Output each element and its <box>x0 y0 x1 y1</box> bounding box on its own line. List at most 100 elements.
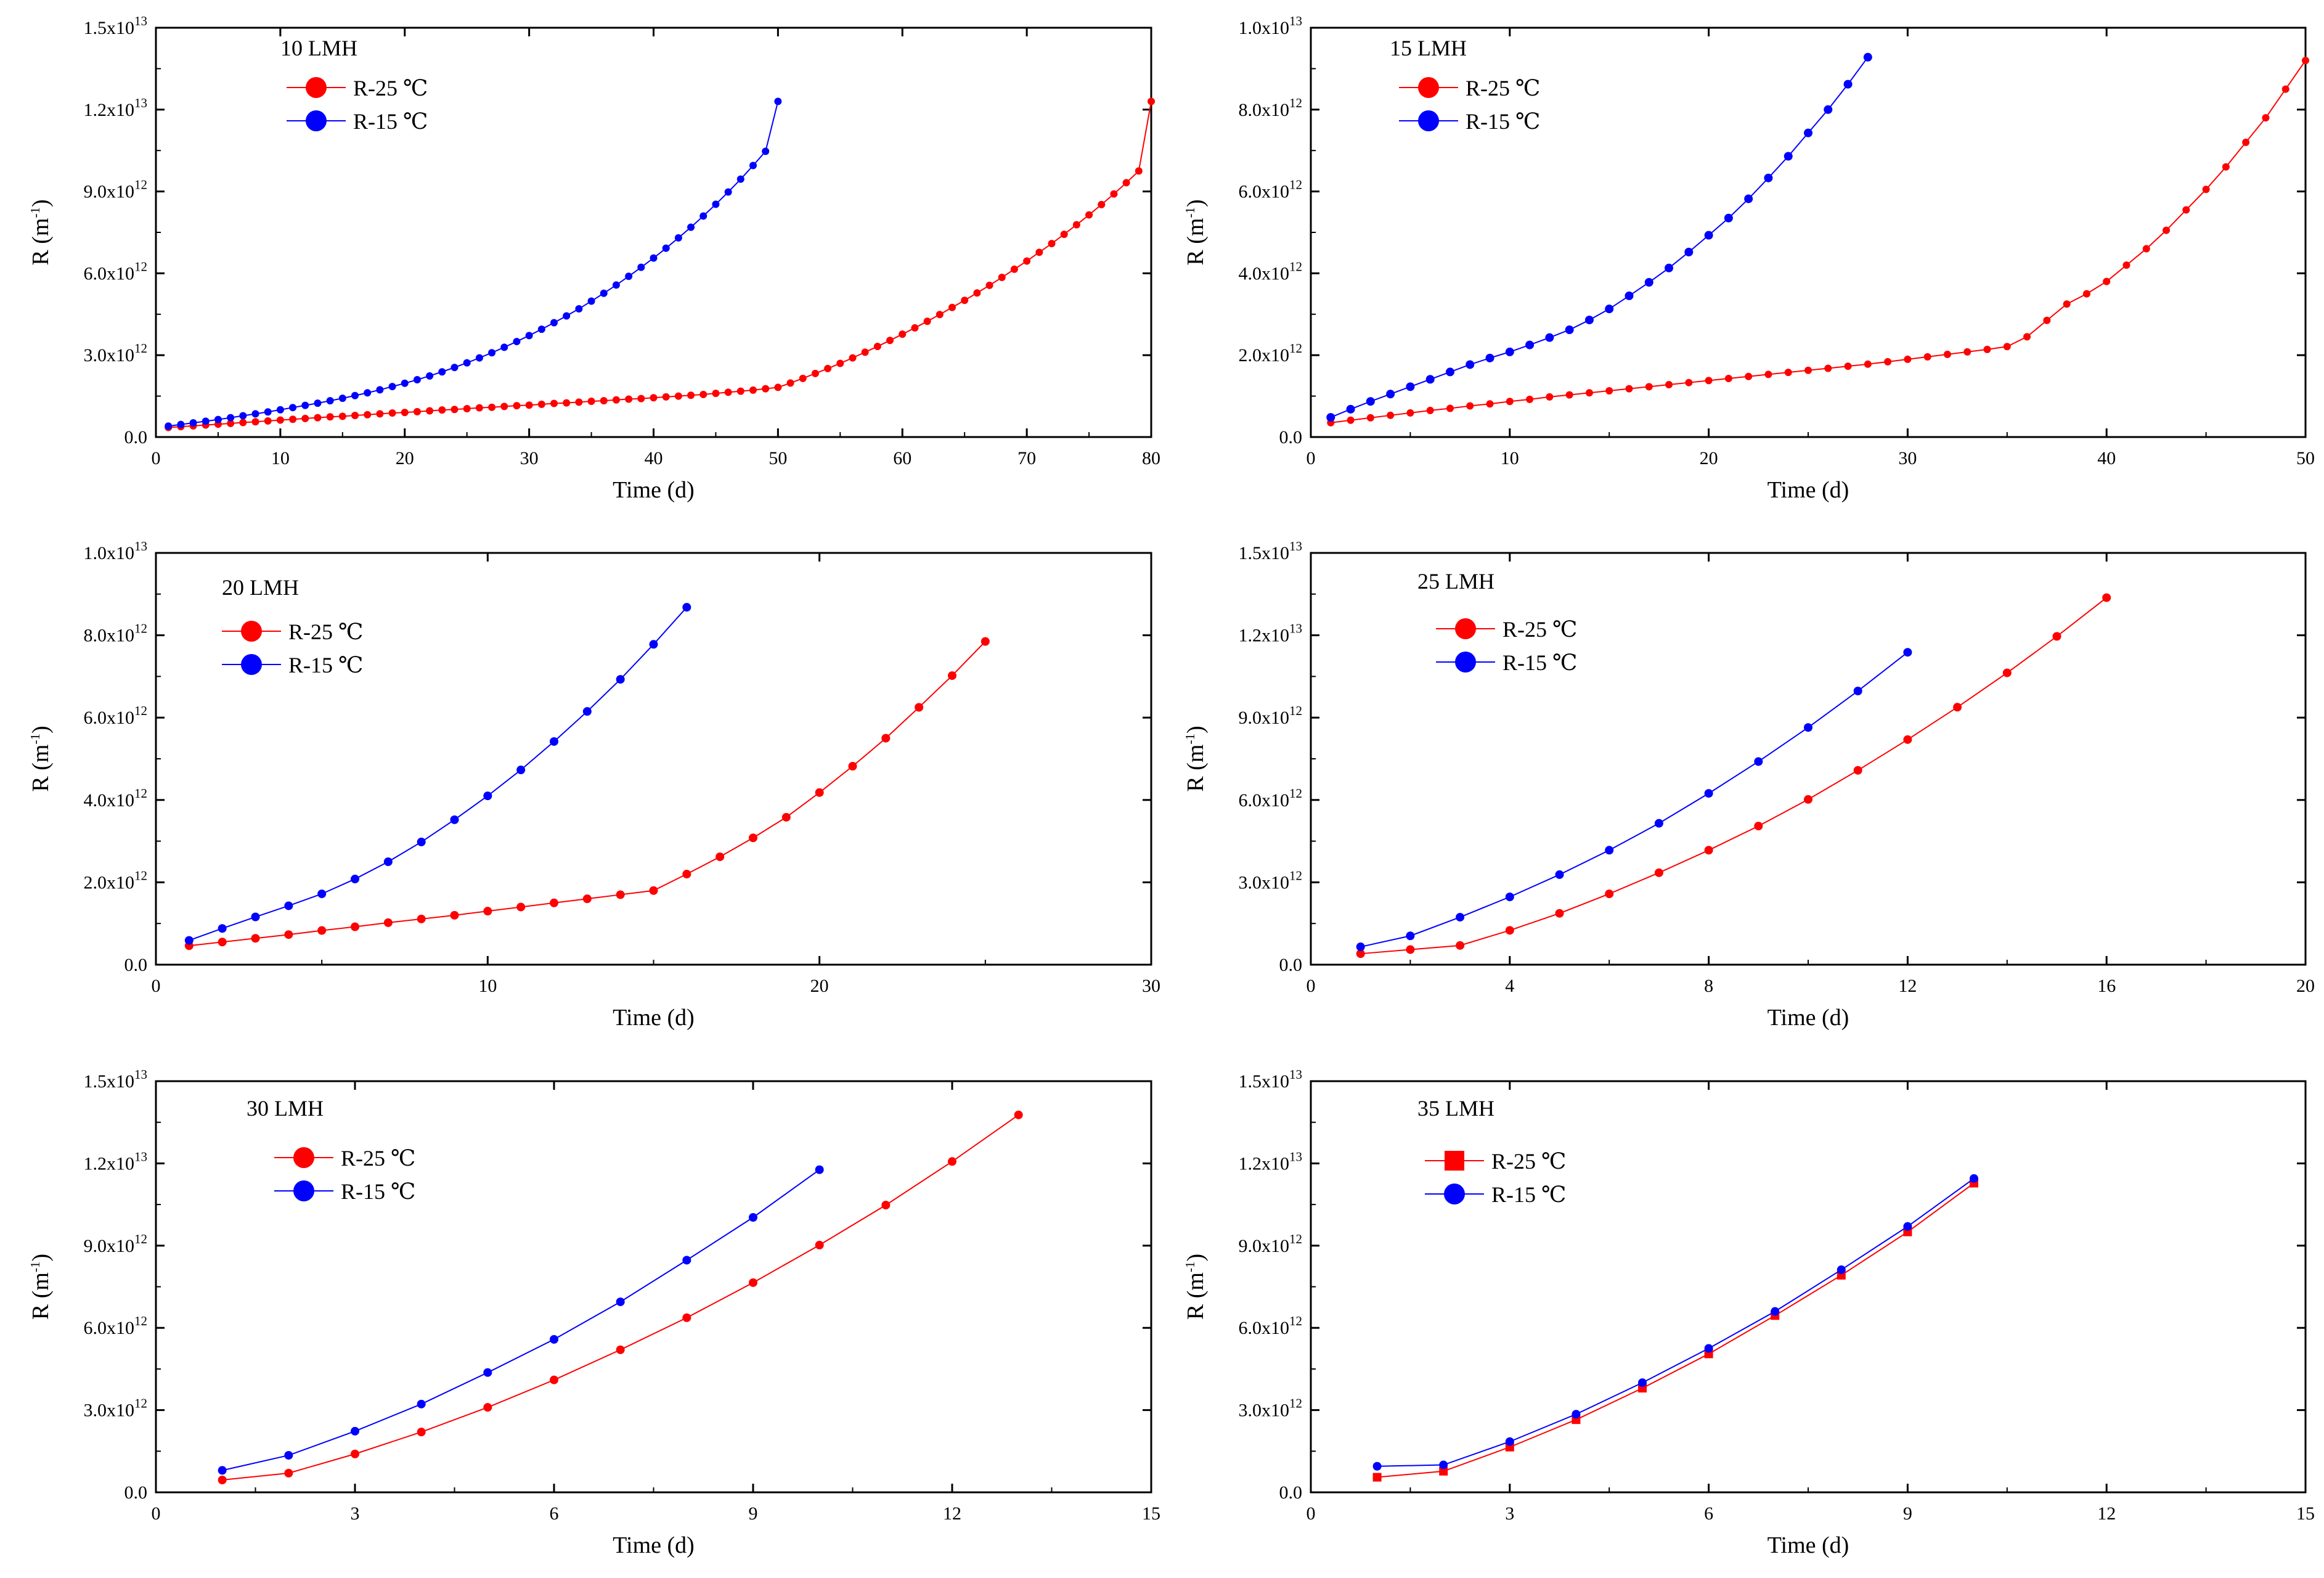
data-point <box>1555 909 1564 918</box>
data-point <box>682 603 691 612</box>
x-axis-title: Time (d) <box>613 1532 695 1558</box>
y-tick-label: 1.2x1013 <box>1239 621 1303 646</box>
y-tick-label: 0.0 <box>124 427 148 448</box>
data-point <box>1605 305 1614 314</box>
data-point <box>948 1157 956 1166</box>
data-point <box>1366 397 1375 406</box>
x-tick-label: 20 <box>2296 976 2315 996</box>
data-point <box>364 389 372 397</box>
plot-frame <box>155 552 1152 966</box>
data-point <box>1406 945 1415 954</box>
data-point <box>1506 398 1514 406</box>
data-point <box>781 812 791 822</box>
data-point <box>563 399 571 407</box>
data-point <box>1545 333 1554 342</box>
data-point <box>587 297 595 305</box>
x-tick-label: 10 <box>271 448 290 468</box>
x-tick-label: 30 <box>1898 448 1917 468</box>
series-r15 <box>184 603 691 945</box>
y-axis-title: R (m-1) <box>1183 1254 1209 1320</box>
data-point <box>1704 789 1713 798</box>
data-point <box>1346 404 1355 414</box>
data-point <box>1654 868 1663 877</box>
data-point <box>915 703 924 712</box>
data-point <box>911 324 919 332</box>
legend-marker <box>1455 652 1476 672</box>
data-point <box>650 394 658 402</box>
data-point <box>682 870 691 879</box>
data-point <box>1526 395 1534 403</box>
data-point <box>1625 291 1634 300</box>
data-point <box>289 415 297 423</box>
data-point <box>525 332 533 340</box>
data-point <box>426 372 434 380</box>
data-point <box>1372 1461 1382 1471</box>
x-tick-label: 10 <box>1501 448 1519 468</box>
series-r25 <box>1356 593 2111 959</box>
data-point <box>674 234 682 242</box>
data-point <box>537 400 545 408</box>
data-point <box>1572 1410 1581 1419</box>
legend-entry: R-25 ℃ <box>1425 1149 1566 1174</box>
data-point <box>1386 390 1395 399</box>
data-point <box>1326 413 1335 422</box>
data-point <box>724 188 732 196</box>
y-axis-title: R (m-1) <box>1183 726 1209 791</box>
legend-label: R-15 ℃ <box>1466 109 1540 134</box>
series-r15 <box>1356 648 1912 952</box>
data-point <box>1148 97 1155 105</box>
data-point <box>1439 1460 1448 1470</box>
x-axis-title: Time (d) <box>613 477 695 503</box>
data-point <box>762 385 770 393</box>
data-point <box>251 410 259 418</box>
data-point <box>1804 128 1812 137</box>
data-point <box>1863 52 1872 62</box>
data-point <box>1426 406 1434 414</box>
plot-frame <box>1310 27 2307 438</box>
y-tick-label: 0.0 <box>124 1482 148 1503</box>
legend-marker <box>306 110 327 131</box>
data-point <box>1784 152 1793 161</box>
data-point <box>973 289 981 297</box>
legend-entry: R-25 ℃ <box>1436 617 1577 642</box>
legend-marker <box>1455 618 1476 639</box>
data-point <box>1010 265 1018 273</box>
legend-entry: R-25 ℃ <box>287 76 428 100</box>
data-point <box>525 401 533 409</box>
data-point <box>1110 190 1118 198</box>
data-point <box>985 281 993 289</box>
data-point <box>749 1278 757 1287</box>
series-line <box>168 101 779 427</box>
legend-entry: R-15 ℃ <box>274 1179 415 1204</box>
y-tick-label: 1.0x1013 <box>1239 14 1303 38</box>
data-point <box>2023 333 2031 341</box>
data-point <box>824 364 832 372</box>
y-tick-label: 9.0x1012 <box>84 178 148 202</box>
legend-marker <box>1445 1151 1464 1171</box>
panel-title: 30 LMH <box>247 1096 324 1121</box>
y-tick-label: 1.2x1013 <box>1239 1149 1303 1174</box>
data-point <box>881 734 891 743</box>
data-point <box>463 404 471 412</box>
data-point <box>189 419 197 427</box>
data-point <box>264 417 272 425</box>
data-point <box>388 409 396 417</box>
data-point <box>550 737 558 746</box>
data-point <box>383 918 393 927</box>
data-point <box>1704 846 1713 855</box>
data-point <box>1764 370 1772 378</box>
data-point <box>616 1297 625 1306</box>
data-point <box>475 354 483 362</box>
data-point <box>239 419 247 427</box>
y-tick-label: 6.0x1012 <box>1239 786 1303 811</box>
y-tick-label: 0.0 <box>124 955 148 975</box>
series-line <box>189 607 688 941</box>
data-point <box>537 325 545 333</box>
series-line <box>168 101 1152 428</box>
y-tick-label: 8.0x1012 <box>84 621 148 646</box>
x-tick-label: 0 <box>152 976 161 996</box>
series-r15 <box>1372 1174 1978 1471</box>
panel-title: 35 LMH <box>1417 1096 1494 1121</box>
data-point <box>450 815 459 824</box>
